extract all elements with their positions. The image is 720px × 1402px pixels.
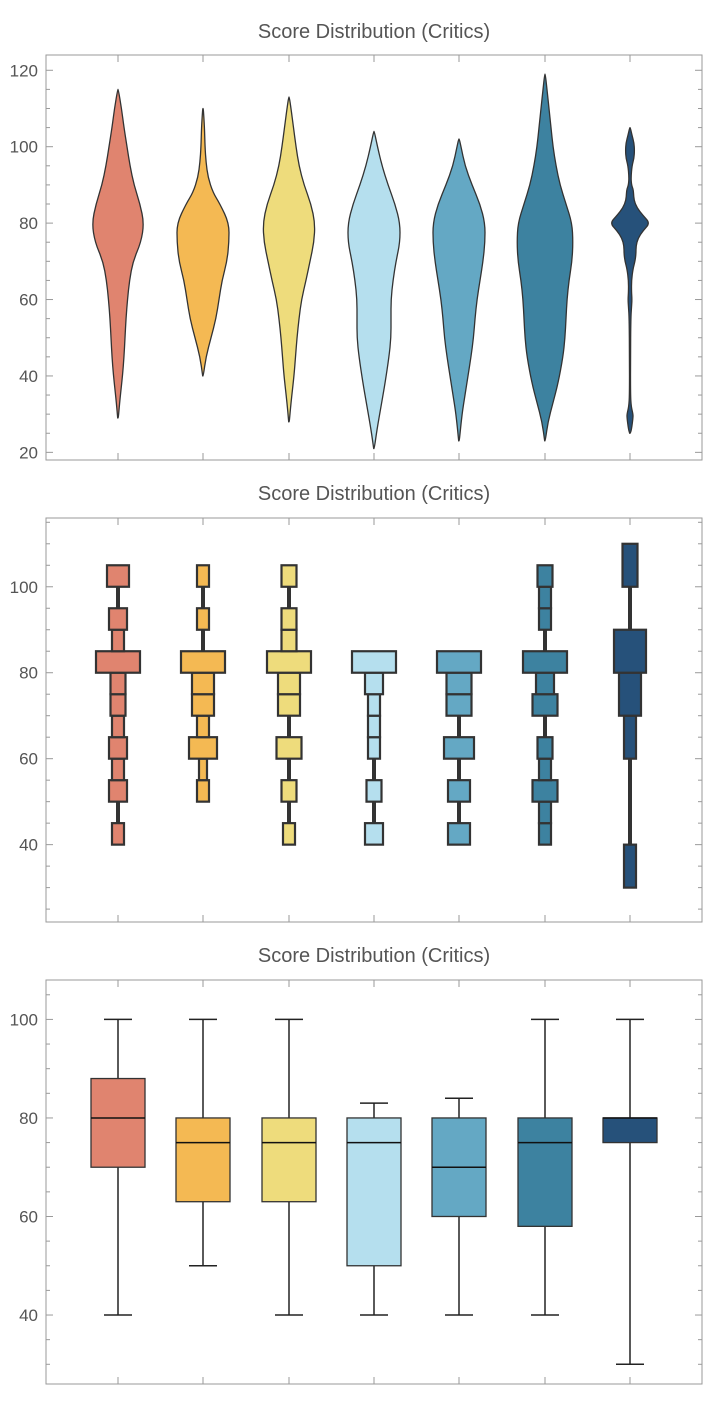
histogram-bin <box>366 714 382 739</box>
histogram-bin <box>265 650 313 674</box>
histogram-bin <box>190 693 216 717</box>
histogram-bin <box>94 650 142 674</box>
y-tick-label: 20 <box>19 443 38 462</box>
histogram-bin <box>280 628 298 653</box>
histogram-bin <box>445 693 473 717</box>
histogram-bin <box>110 757 126 782</box>
histogram-bin <box>280 564 298 588</box>
y-tick-label: 100 <box>10 138 38 157</box>
histogram-bin <box>179 650 227 674</box>
histogram-bin <box>537 607 553 631</box>
histogram-bin <box>280 779 298 803</box>
histogram-bin <box>366 693 382 717</box>
histogram-bin <box>621 542 639 588</box>
histogram-bin <box>536 564 554 588</box>
histogram-bin <box>350 650 398 674</box>
violin-2 <box>176 107 230 377</box>
y-tick-label: 100 <box>10 578 38 597</box>
histogram-bin <box>276 693 302 717</box>
histogram-bin <box>276 671 302 696</box>
histogram-bin <box>190 671 216 696</box>
histogram-bin <box>446 779 472 803</box>
histogram-bin <box>363 671 385 696</box>
y-tick-label: 120 <box>10 61 38 80</box>
histogram-bin <box>109 693 127 717</box>
histogram-bin <box>366 736 382 760</box>
histogram-bin <box>435 650 483 674</box>
y-tick-label: 80 <box>19 1109 38 1128</box>
histogram-bin <box>365 779 383 803</box>
histogram-bin <box>521 650 569 674</box>
histogram-bin <box>537 822 553 846</box>
histogram-bin <box>109 671 127 696</box>
histogram-bin <box>110 822 126 846</box>
y-tick-label: 100 <box>10 1010 38 1029</box>
histogram-bin <box>534 671 556 696</box>
histogram-bin <box>537 585 553 610</box>
histogram-bin <box>275 736 303 760</box>
histogram-bin <box>280 607 298 631</box>
histogram-bin <box>195 607 211 631</box>
y-tick-label: 40 <box>19 1306 38 1325</box>
histogram-bin <box>537 757 553 782</box>
chart-panel-3: Score Distribution (Critics) 40 60 80 100 <box>10 945 703 1385</box>
box-6 <box>517 1117 573 1227</box>
histogram-bin <box>105 564 131 588</box>
histogram-bin <box>187 736 219 760</box>
chart-panel-2: Score Distribution (Critics) 40 60 80 100 <box>10 483 703 923</box>
box-7 <box>602 1117 658 1144</box>
histogram-bin <box>531 693 559 717</box>
box-2 <box>175 1117 231 1203</box>
box-4 <box>346 1117 402 1267</box>
y-tick-label: 80 <box>19 664 38 683</box>
histogram-bin <box>110 714 126 739</box>
chart-title: Score Distribution (Critics) <box>258 945 490 967</box>
y-tick-label: 60 <box>19 1207 38 1226</box>
y-tick-label: 60 <box>19 750 38 769</box>
histogram-bin <box>617 671 643 717</box>
violin-3 <box>262 96 316 423</box>
histogram-bin <box>107 779 129 803</box>
violin-1 <box>92 88 144 419</box>
histogram-bin <box>195 779 211 803</box>
violin-6 <box>516 73 574 442</box>
violin-5 <box>432 138 486 442</box>
histogram-bin <box>107 607 129 631</box>
box-3 <box>261 1117 317 1203</box>
histogram-bin <box>612 628 648 674</box>
violin-4 <box>347 130 401 450</box>
violin-7 <box>611 126 649 434</box>
chart-title: Score Distribution (Critics) <box>258 483 490 505</box>
histogram-bin <box>442 736 476 760</box>
histogram-bin <box>110 628 126 653</box>
y-tick-label: 60 <box>19 291 38 310</box>
y-tick-label: 40 <box>19 367 38 386</box>
histogram-bin <box>107 736 129 760</box>
box-1 <box>90 1077 146 1168</box>
histogram-bin <box>531 779 559 803</box>
histogram-bin <box>622 714 638 760</box>
histogram-bin <box>363 822 385 846</box>
histogram-bin <box>281 822 297 846</box>
y-tick-label: 40 <box>19 836 38 855</box>
histogram-bin <box>622 843 638 889</box>
histogram-bin <box>195 564 211 588</box>
histogram-bin <box>536 736 554 760</box>
histogram-bin <box>446 822 472 846</box>
histogram-bin <box>537 800 553 825</box>
chart-title: Score Distribution (Critics) <box>258 21 490 43</box>
y-tick-label: 80 <box>19 214 38 233</box>
histogram-bin <box>197 757 209 782</box>
chart-panel-1: Score Distribution (Critics) 20 40 60 80 100 1… <box>10 21 703 462</box>
histogram-bin <box>445 671 473 696</box>
histogram-bin <box>195 714 211 739</box>
